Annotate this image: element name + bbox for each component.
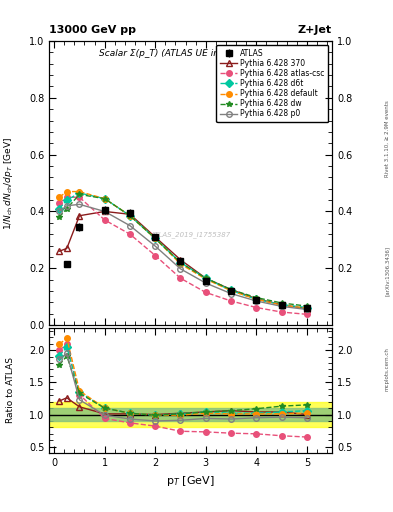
Text: [arXiv:1306.3436]: [arXiv:1306.3436] [385,246,389,296]
Legend: ATLAS, Pythia 6.428 370, Pythia 6.428 atlas-csc, Pythia 6.428 d6t, Pythia 6.428 : ATLAS, Pythia 6.428 370, Pythia 6.428 at… [217,45,328,122]
Y-axis label: Ratio to ATLAS: Ratio to ATLAS [6,357,15,423]
X-axis label: p$_T$ [GeV]: p$_T$ [GeV] [166,474,215,487]
Text: ATLAS_2019_I1755387: ATLAS_2019_I1755387 [151,231,231,238]
Text: 13000 GeV pp: 13000 GeV pp [49,25,136,35]
Y-axis label: $1/N_\mathrm{ch}\,dN_\mathrm{ch}/dp_T$ [GeV]: $1/N_\mathrm{ch}\,dN_\mathrm{ch}/dp_T$ [… [2,137,15,229]
Text: mcplots.cern.ch: mcplots.cern.ch [385,347,389,391]
Text: Z+Jet: Z+Jet [298,25,332,35]
Text: Scalar Σ(p_T) (ATLAS UE in Z production): Scalar Σ(p_T) (ATLAS UE in Z production) [99,50,283,58]
Text: Rivet 3.1.10, ≥ 2.9M events: Rivet 3.1.10, ≥ 2.9M events [385,100,389,177]
